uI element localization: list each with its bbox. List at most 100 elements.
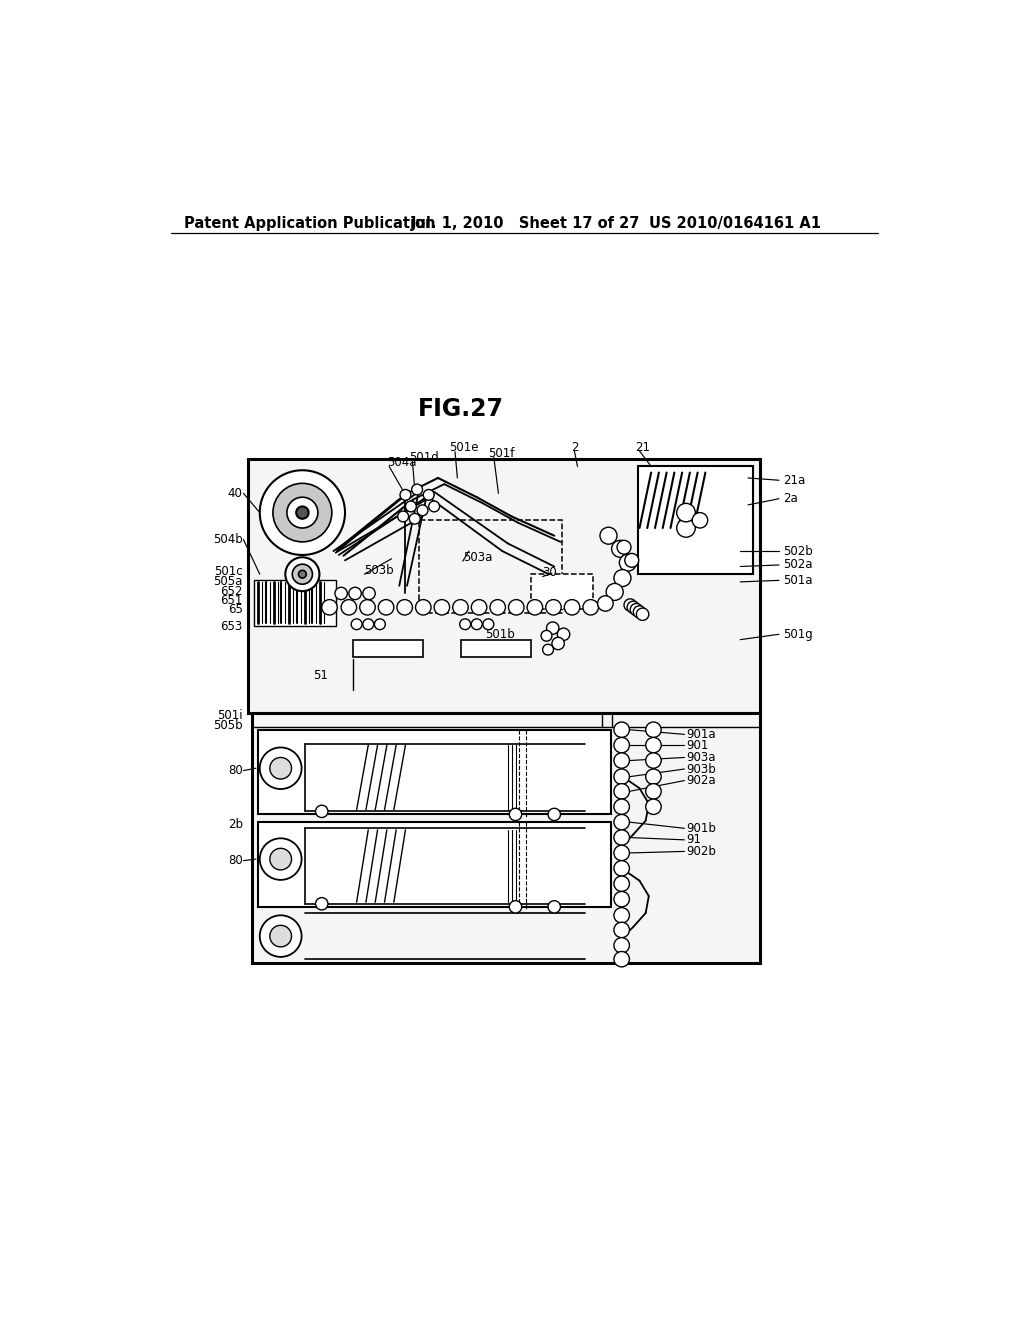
Circle shape	[614, 830, 630, 845]
Circle shape	[614, 722, 630, 738]
Text: 901: 901	[686, 739, 709, 751]
Circle shape	[614, 799, 630, 814]
Text: 652: 652	[220, 585, 243, 598]
Text: Jul. 1, 2010   Sheet 17 of 27: Jul. 1, 2010 Sheet 17 of 27	[411, 215, 640, 231]
Circle shape	[600, 527, 617, 544]
Circle shape	[557, 628, 569, 640]
Circle shape	[677, 503, 695, 521]
Circle shape	[416, 599, 431, 615]
Text: 903a: 903a	[686, 751, 716, 764]
Circle shape	[453, 599, 468, 615]
Text: 501d: 501d	[410, 450, 439, 463]
Circle shape	[349, 587, 361, 599]
Circle shape	[406, 502, 417, 512]
Text: 505b: 505b	[213, 718, 243, 731]
Text: 503b: 503b	[365, 564, 394, 577]
Text: 30: 30	[543, 566, 557, 579]
Circle shape	[646, 799, 662, 814]
Circle shape	[646, 722, 662, 738]
Text: 80: 80	[228, 854, 243, 867]
Circle shape	[617, 540, 631, 554]
Text: 21: 21	[636, 441, 650, 454]
Circle shape	[614, 784, 630, 799]
Text: 504b: 504b	[213, 533, 243, 546]
Circle shape	[614, 845, 630, 861]
Text: 91: 91	[686, 833, 701, 846]
Circle shape	[273, 483, 332, 543]
Circle shape	[397, 511, 409, 521]
Text: 2a: 2a	[783, 492, 798, 506]
Circle shape	[315, 805, 328, 817]
Circle shape	[611, 540, 629, 557]
Circle shape	[489, 599, 506, 615]
Circle shape	[583, 599, 598, 615]
Circle shape	[614, 738, 630, 752]
Circle shape	[547, 622, 559, 635]
Circle shape	[375, 619, 385, 630]
Circle shape	[286, 557, 319, 591]
Circle shape	[598, 595, 613, 611]
Circle shape	[614, 770, 630, 784]
Circle shape	[630, 603, 643, 616]
Circle shape	[543, 644, 554, 655]
Circle shape	[460, 619, 471, 630]
Text: 653: 653	[220, 620, 243, 634]
Bar	[252, 713, 760, 964]
Circle shape	[541, 631, 552, 642]
Circle shape	[614, 814, 630, 830]
Text: 21a: 21a	[783, 474, 805, 487]
Circle shape	[260, 470, 345, 554]
Circle shape	[335, 587, 347, 599]
Text: 503a: 503a	[463, 550, 493, 564]
Bar	[352, 640, 423, 656]
Bar	[258, 822, 611, 907]
Circle shape	[606, 583, 624, 601]
Circle shape	[412, 484, 423, 495]
Circle shape	[260, 915, 302, 957]
Text: 80: 80	[228, 764, 243, 777]
Circle shape	[627, 601, 640, 614]
Circle shape	[614, 876, 630, 891]
Circle shape	[260, 838, 302, 880]
Circle shape	[362, 587, 375, 599]
Circle shape	[296, 507, 308, 519]
Circle shape	[410, 513, 420, 524]
Bar	[461, 640, 531, 656]
Circle shape	[400, 490, 411, 500]
Circle shape	[614, 908, 630, 923]
Circle shape	[270, 925, 292, 946]
Text: 51: 51	[312, 669, 328, 682]
Circle shape	[564, 599, 580, 615]
Circle shape	[614, 952, 630, 966]
Circle shape	[636, 609, 649, 620]
Circle shape	[614, 891, 630, 907]
Text: 502a: 502a	[783, 558, 812, 572]
Circle shape	[692, 512, 708, 528]
Circle shape	[341, 599, 356, 615]
Circle shape	[351, 619, 362, 630]
Circle shape	[434, 599, 450, 615]
Circle shape	[299, 570, 306, 578]
Circle shape	[625, 553, 639, 568]
Text: 902b: 902b	[686, 845, 716, 858]
Text: 502b: 502b	[783, 545, 813, 557]
Text: 504a: 504a	[388, 455, 417, 469]
Circle shape	[614, 570, 631, 586]
Circle shape	[292, 564, 312, 585]
Circle shape	[378, 599, 394, 615]
Circle shape	[322, 599, 337, 615]
Bar	[531, 574, 593, 609]
Circle shape	[548, 808, 560, 821]
Circle shape	[614, 861, 630, 876]
Text: 501g: 501g	[783, 628, 813, 640]
Circle shape	[548, 900, 560, 913]
Text: US 2010/0164161 A1: US 2010/0164161 A1	[649, 215, 821, 231]
Circle shape	[270, 849, 292, 870]
Circle shape	[509, 900, 521, 913]
Bar	[254, 579, 336, 626]
Text: FIG.27: FIG.27	[418, 396, 504, 421]
Circle shape	[260, 747, 302, 789]
Circle shape	[429, 502, 439, 512]
Circle shape	[614, 923, 630, 937]
Circle shape	[423, 490, 434, 500]
